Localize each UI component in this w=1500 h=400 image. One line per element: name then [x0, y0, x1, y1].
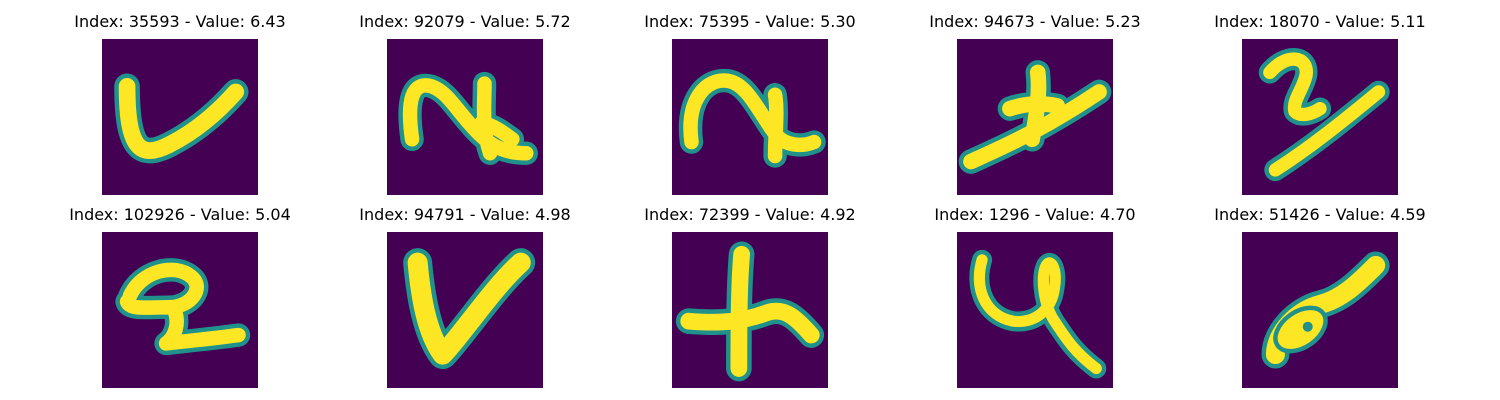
digit-image [1242, 232, 1398, 388]
grid-panel: Index: 51426 - Value: 4.59 [1150, 205, 1490, 385]
digit-image [102, 39, 258, 195]
digit-image [102, 232, 258, 388]
grid-panel: Index: 18070 - Value: 5.11 [1150, 12, 1490, 192]
digit-image [387, 232, 543, 388]
panel-title: Index: 51426 - Value: 4.59 [1150, 205, 1490, 225]
digit-image [672, 39, 828, 195]
digit-image [672, 232, 828, 388]
digit-image [387, 39, 543, 195]
digit-image [957, 39, 1113, 195]
digit-image [957, 232, 1113, 388]
loop-hole [1303, 322, 1313, 332]
digit-image [1242, 39, 1398, 195]
panel-title: Index: 18070 - Value: 5.11 [1150, 12, 1490, 32]
